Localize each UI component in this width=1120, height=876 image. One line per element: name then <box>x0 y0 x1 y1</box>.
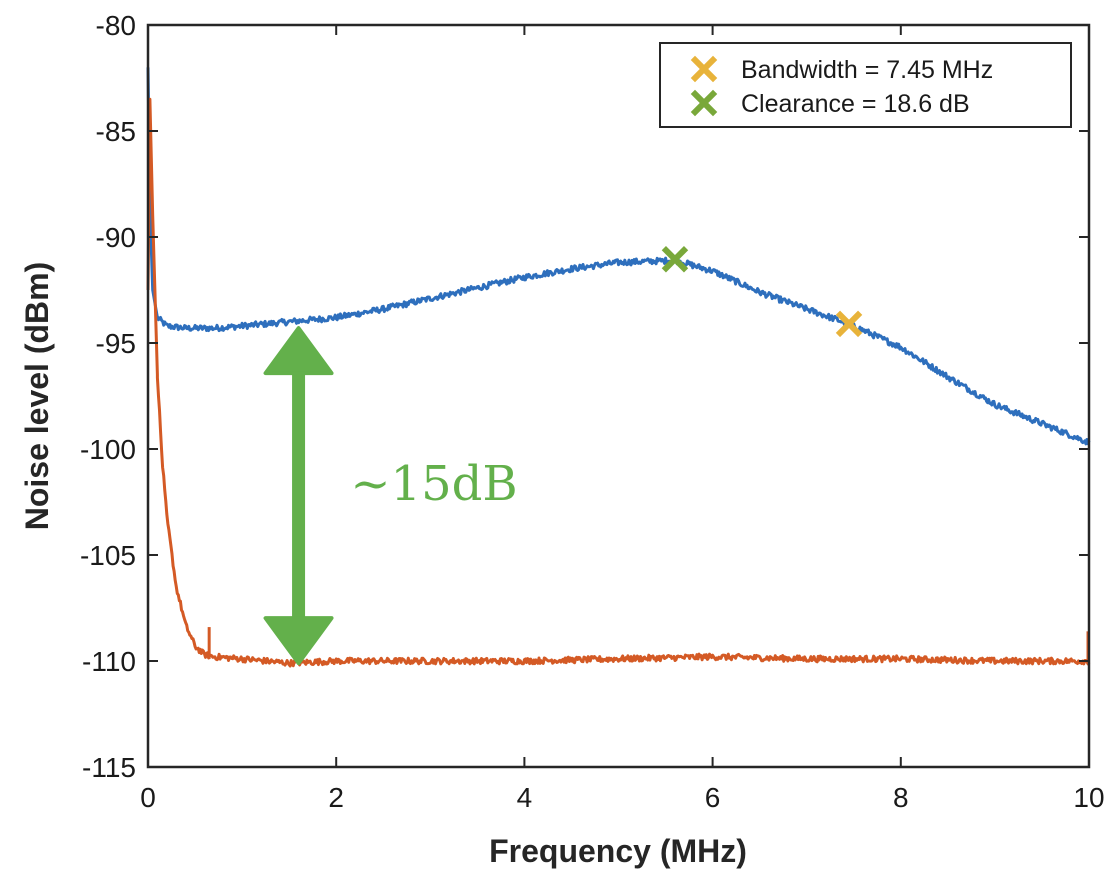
ticks-layer: 0 2 4 6 8 10 -80 -85 -90 -95 -100 -105 -110 -115 <box>80 10 1105 813</box>
legend: Bandwidth = 7.45 MHz Clearance = 18.6 dB <box>659 42 1072 128</box>
marker-bandwidth <box>835 310 863 338</box>
clearance-arrow-head-top <box>263 326 334 376</box>
y-tick-label: -80 <box>96 10 136 41</box>
axes-box <box>146 23 1091 769</box>
axes-layer <box>146 23 1091 769</box>
legend-entry-bandwidth-symbol-stroke-b <box>690 55 718 83</box>
marker-clearance <box>661 246 689 273</box>
x-tick-label: 0 <box>140 782 156 813</box>
x-tick-label: 8 <box>893 782 909 813</box>
legend-box <box>659 42 1072 128</box>
annotation-layer: ~15dB <box>263 326 518 666</box>
y-axis-title: Noise level (dBm) <box>19 262 55 531</box>
legend-entry-clearance-symbol <box>690 89 718 117</box>
x-axis-title: Frequency (MHz) <box>489 833 747 869</box>
marker-clearance-stroke-b <box>661 246 689 273</box>
legend-entry-clearance-symbol-stroke-b <box>690 89 718 117</box>
y-tick-label: -100 <box>80 434 136 465</box>
series-line-noise-floor <box>146 97 1091 668</box>
legend-entry-bandwidth-symbol <box>690 55 718 83</box>
series-line-signal <box>146 67 1091 446</box>
plot-area <box>148 25 1089 767</box>
x-tick-label: 6 <box>705 782 721 813</box>
plot-background <box>148 25 1089 767</box>
legend-entry-bandwidth-label: Bandwidth = 7.45 MHz <box>741 56 993 84</box>
clearance-arrow-head-bottom <box>263 616 334 666</box>
x-tick-label: 10 <box>1073 782 1104 813</box>
legend-entry-clearance-label: Clearance = 18.6 dB <box>741 90 970 118</box>
clearance-annotation-text: ~15dB <box>350 456 517 512</box>
y-tick-label: -85 <box>96 116 136 147</box>
x-tick-label: 4 <box>517 782 533 813</box>
y-tick-label: -95 <box>96 328 136 359</box>
marker-bandwidth-stroke-b <box>835 310 863 338</box>
y-tick-label: -110 <box>82 646 136 677</box>
x-tick-label: 2 <box>328 782 344 813</box>
y-tick-label: -105 <box>80 540 136 571</box>
y-tick-label: -115 <box>82 752 136 783</box>
series-layer <box>146 67 1091 668</box>
y-tick-label: -90 <box>96 222 136 253</box>
